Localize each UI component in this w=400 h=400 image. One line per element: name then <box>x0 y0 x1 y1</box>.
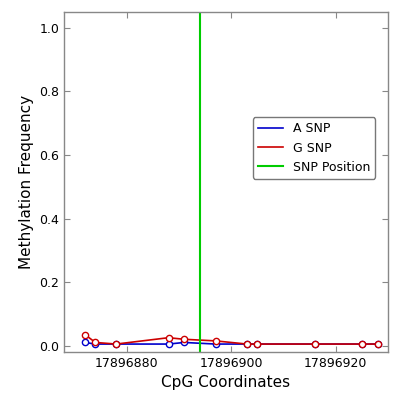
G SNP <box>182 337 186 342</box>
A SNP <box>312 342 317 346</box>
G SNP <box>82 332 87 337</box>
G SNP <box>114 342 119 346</box>
A SNP <box>213 342 218 346</box>
A SNP <box>375 342 380 346</box>
A SNP <box>93 342 98 346</box>
G SNP <box>375 342 380 346</box>
G SNP <box>93 340 98 345</box>
G SNP <box>312 342 317 346</box>
Line: A SNP: A SNP <box>82 339 381 347</box>
G SNP <box>244 342 249 346</box>
A SNP <box>114 342 119 346</box>
G SNP <box>255 342 260 346</box>
Legend: A SNP, G SNP, SNP Position: A SNP, G SNP, SNP Position <box>253 117 375 179</box>
G SNP <box>166 335 171 340</box>
A SNP <box>255 342 260 346</box>
A SNP <box>244 342 249 346</box>
A SNP <box>360 342 364 346</box>
Y-axis label: Methylation Frequency: Methylation Frequency <box>18 95 34 269</box>
G SNP <box>360 342 364 346</box>
G SNP <box>213 338 218 343</box>
A SNP <box>82 340 87 345</box>
Line: G SNP: G SNP <box>82 331 381 347</box>
A SNP <box>166 342 171 346</box>
A SNP <box>182 340 186 345</box>
X-axis label: CpG Coordinates: CpG Coordinates <box>162 376 290 390</box>
